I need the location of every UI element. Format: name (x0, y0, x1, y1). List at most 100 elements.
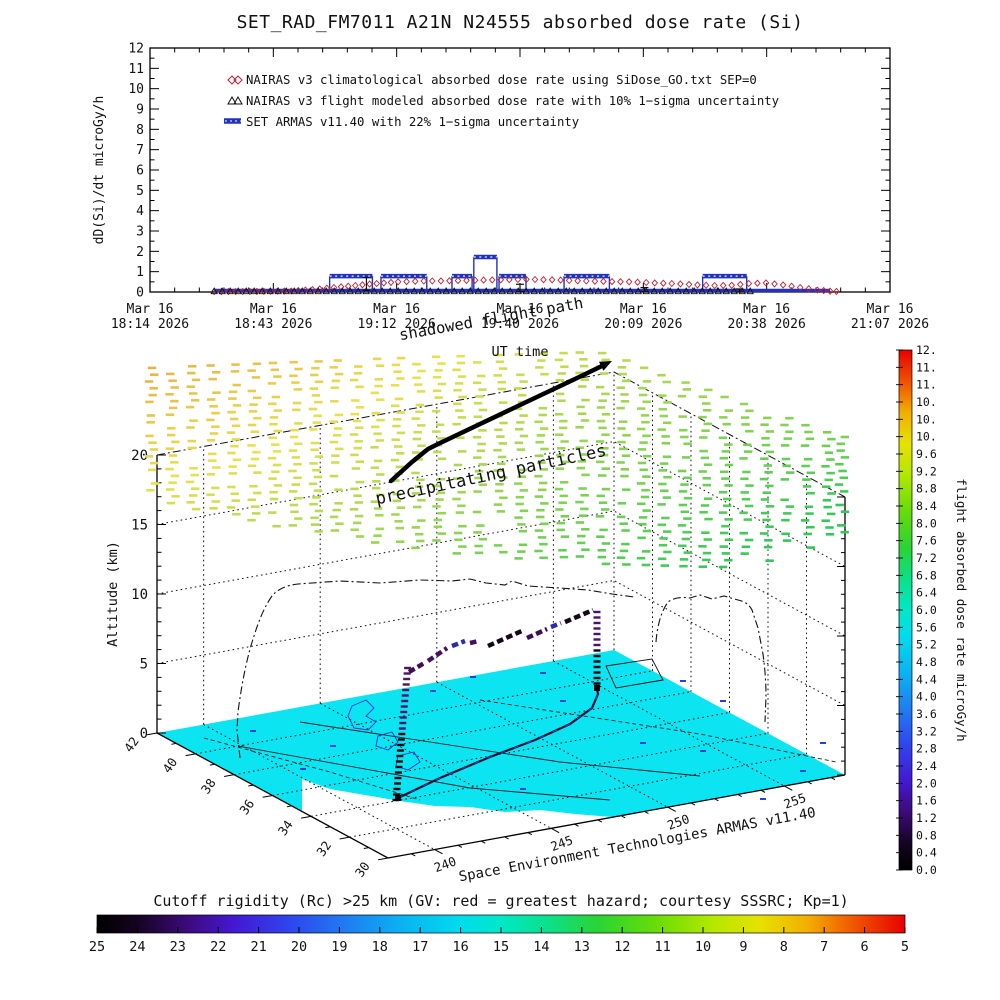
particle-dash (682, 530, 691, 534)
particle-dash (353, 494, 362, 497)
particle-dash (743, 443, 752, 447)
particle-dash (498, 367, 508, 370)
particle-dash (724, 558, 733, 562)
particle-dash (597, 549, 606, 552)
particle-dash (268, 477, 277, 480)
particle-dash (600, 447, 609, 450)
lon-tick (457, 844, 463, 848)
particle-dash (601, 542, 611, 545)
wall-grid-alt (156, 579, 846, 706)
particle-dash (312, 468, 321, 472)
particle-dash (659, 537, 668, 540)
particle-dash (596, 535, 605, 538)
particle-dash (374, 384, 383, 388)
particle-dash (840, 530, 849, 534)
particle-dash (268, 402, 277, 406)
right-colorbar-tick-label: 10. (916, 430, 937, 444)
particle-dash (642, 434, 651, 438)
x-tick-label-time: 21:07 2026 (851, 317, 929, 332)
particle-dash (640, 414, 650, 417)
particle-dash (540, 372, 549, 376)
particle-dash (783, 437, 792, 440)
particle-dash (391, 404, 400, 407)
lat-tick-label: 32 (313, 838, 334, 859)
particle-dash (702, 483, 711, 487)
particle-dash (515, 427, 524, 431)
particle-dash (293, 388, 302, 391)
floor-map-quad (605, 658, 664, 689)
particle-dash (185, 405, 195, 409)
particle-dash (335, 447, 344, 451)
particle-dash (702, 477, 711, 480)
bottom-colorbar-tick-label: 13 (574, 939, 590, 955)
top-chart-y-axis-title: dD(Si)/dt microGy/h (92, 96, 107, 245)
ascent-dash (394, 776, 402, 780)
particle-dash (374, 378, 384, 381)
particle-dash (621, 454, 631, 457)
bottom-colorbar-tick-label: 10 (695, 939, 711, 955)
particle-dash (823, 431, 832, 434)
lat-tick (378, 857, 389, 861)
right-colorbar-tick-label: 7.6 (916, 534, 937, 548)
y-tick-label: 8 (136, 123, 144, 138)
legend-symbol-nairas-flight-icon (227, 95, 243, 105)
particle-dash (434, 396, 443, 399)
particle-dash (556, 528, 565, 532)
particle-dash (271, 395, 281, 399)
particle-dash (835, 462, 844, 466)
ascent-dash (397, 743, 405, 747)
lat-tick-label: 40 (159, 755, 180, 776)
particle-dash (636, 556, 646, 560)
particle-dash (581, 473, 590, 477)
particle-dash (228, 397, 237, 400)
particle-dash (253, 416, 262, 420)
particle-dash (188, 494, 198, 497)
particle-dash (268, 436, 277, 440)
particle-dash (350, 453, 359, 457)
floor-map-mark (520, 788, 526, 790)
particle-dash (601, 358, 610, 362)
particle-dash (168, 481, 177, 484)
particle-dash (206, 418, 215, 422)
y-tick-label: 4 (136, 204, 144, 219)
right-colorbar-tick-label: 6.0 (916, 603, 937, 617)
particle-dash (760, 457, 769, 460)
particle-dash (554, 358, 564, 362)
particle-dash (840, 435, 849, 439)
particle-dash (411, 526, 421, 529)
particle-dash (763, 416, 772, 420)
particle-dash (704, 388, 713, 392)
particle-dash (353, 372, 363, 375)
particle-dash (313, 475, 323, 479)
particle-dash (150, 482, 160, 485)
particle-dash (452, 368, 461, 372)
particle-dash (314, 380, 324, 384)
particle-dash (149, 448, 159, 451)
particle-dash (452, 422, 461, 426)
particle-dash (472, 381, 482, 385)
particle-dash (272, 450, 282, 453)
particle-dash (293, 462, 302, 466)
particle-dash (493, 374, 502, 377)
particle-dash (724, 409, 733, 412)
descent-dash (593, 671, 601, 674)
particle-dash (621, 529, 630, 532)
particle-dash (539, 352, 548, 356)
particle-dash (620, 400, 630, 403)
particle-dash (534, 529, 544, 532)
particle-dash (519, 414, 528, 417)
particle-dash (396, 377, 405, 380)
particle-dash (226, 506, 236, 509)
lat-tick (147, 732, 158, 736)
particle-dash (206, 364, 215, 367)
lon-tick-label: 255 (782, 790, 808, 812)
particle-dash (515, 495, 525, 499)
particle-dash (393, 418, 402, 421)
particle-dash (455, 409, 464, 412)
particle-dash (230, 444, 239, 448)
x-tick-label-date: Mar 16 (127, 302, 174, 317)
particle-dash (762, 518, 771, 522)
particle-dash (616, 556, 626, 559)
particle-dash (269, 490, 278, 494)
lon-tick (504, 836, 509, 840)
